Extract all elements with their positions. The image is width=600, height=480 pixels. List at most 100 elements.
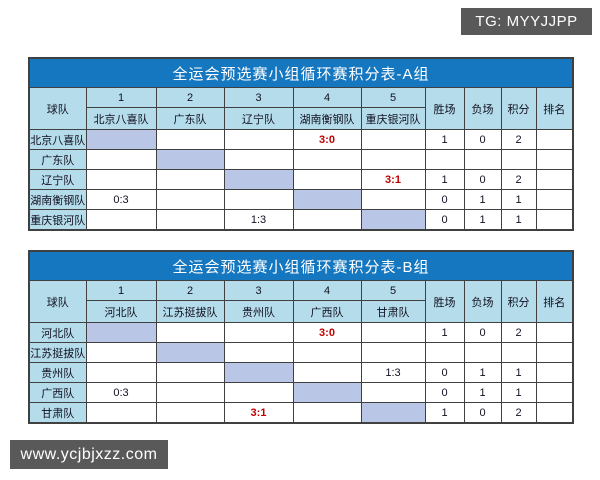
score-cell xyxy=(155,362,225,383)
opponent-number-header: 1 xyxy=(85,87,157,108)
rank-cell xyxy=(535,209,574,231)
diagonal-cell xyxy=(223,362,294,383)
wins-cell: 0 xyxy=(424,209,465,231)
score-cell xyxy=(155,209,225,231)
opponent-number-header: 4 xyxy=(292,87,362,108)
score-cell xyxy=(155,189,225,210)
score-cell xyxy=(155,382,225,403)
losses-column-header: 负场 xyxy=(463,280,502,323)
score-cell xyxy=(292,149,362,170)
table-row: 贵州队 1:3 0 1 1 xyxy=(28,362,574,383)
table-row: 河北队 3:0 1 0 2 xyxy=(28,322,574,343)
points-cell: 2 xyxy=(500,169,537,190)
score-cell xyxy=(85,362,157,383)
losses-cell: 0 xyxy=(463,322,502,343)
rank-cell xyxy=(535,342,574,363)
wins-cell: 0 xyxy=(424,382,465,403)
wins-column-header: 胜场 xyxy=(424,87,465,130)
losses-cell xyxy=(463,342,502,363)
table-title: 全运会预选赛小组循环赛积分表-B组 xyxy=(28,250,574,281)
wins-cell: 1 xyxy=(424,169,465,190)
table-row: 甘肃队 3:1 1 0 2 xyxy=(28,402,574,424)
losses-cell: 0 xyxy=(463,129,502,150)
points-cell: 2 xyxy=(500,402,537,424)
score-cell xyxy=(223,129,294,150)
team-cell: 贵州队 xyxy=(28,362,87,383)
rank-column-header: 排名 xyxy=(535,87,574,130)
diagonal-cell xyxy=(155,342,225,363)
table-title: 全运会预选赛小组循环赛积分表-A组 xyxy=(28,57,574,88)
opponent-number-header: 5 xyxy=(360,87,426,108)
points-cell xyxy=(500,342,537,363)
team-column-header: 球队 xyxy=(28,280,87,323)
tg-watermark-badge: TG: MYYJJPP xyxy=(461,8,592,35)
website-watermark-badge: www.ycjbjxzz.com xyxy=(10,440,168,469)
rank-cell xyxy=(535,322,574,343)
opponent-number-header: 2 xyxy=(155,87,225,108)
opponent-name-header: 贵州队 xyxy=(223,300,294,323)
score-cell xyxy=(292,169,362,190)
rank-cell xyxy=(535,362,574,383)
group-a-standings-table: 全运会预选赛小组循环赛积分表-A组 球队 1 2 3 4 5 胜场 负场 积分 排名 北京八喜队 广东队… xyxy=(28,57,575,231)
opponent-number-header: 3 xyxy=(223,87,294,108)
diagonal-cell xyxy=(360,209,426,231)
points-cell: 1 xyxy=(500,209,537,231)
score-cell xyxy=(155,169,225,190)
rank-cell xyxy=(535,129,574,150)
losses-cell: 1 xyxy=(463,189,502,210)
losses-cell xyxy=(463,149,502,170)
opponent-number-header: 1 xyxy=(85,280,157,301)
diagonal-cell xyxy=(292,382,362,403)
score-cell: 3:0 xyxy=(292,322,362,343)
losses-cell: 1 xyxy=(463,362,502,383)
team-cell: 北京八喜队 xyxy=(28,129,87,150)
rank-cell xyxy=(535,169,574,190)
opponent-name-header: 辽宁队 xyxy=(223,107,294,130)
rank-cell xyxy=(535,382,574,403)
score-cell xyxy=(223,322,294,343)
opponent-name-header: 河北队 xyxy=(85,300,157,323)
diagonal-cell xyxy=(292,189,362,210)
score-cell xyxy=(360,342,426,363)
team-cell: 重庆银河队 xyxy=(28,209,87,231)
opponent-number-header: 5 xyxy=(360,280,426,301)
score-cell: 0:3 xyxy=(85,382,157,403)
losses-cell: 1 xyxy=(463,209,502,231)
team-column-header: 球队 xyxy=(28,87,87,130)
rank-column-header: 排名 xyxy=(535,280,574,323)
score-cell: 3:0 xyxy=(292,129,362,150)
opponent-name-header: 广西队 xyxy=(292,300,362,323)
opponent-name-header: 广东队 xyxy=(155,107,225,130)
losses-cell: 1 xyxy=(463,382,502,403)
score-cell: 3:1 xyxy=(360,169,426,190)
score-cell xyxy=(85,402,157,424)
score-cell xyxy=(292,362,362,383)
points-cell xyxy=(500,149,537,170)
group-b-standings-table: 全运会预选赛小组循环赛积分表-B组 球队 1 2 3 4 5 胜场 负场 积分 排名 河北队 江苏挺拔队… xyxy=(28,250,575,424)
score-cell xyxy=(360,129,426,150)
score-cell xyxy=(155,129,225,150)
wins-cell: 1 xyxy=(424,322,465,343)
score-cell: 1:3 xyxy=(223,209,294,231)
opponent-number-header: 4 xyxy=(292,280,362,301)
table-row: 广东队 xyxy=(28,149,574,170)
team-cell: 甘肃队 xyxy=(28,402,87,424)
points-cell: 1 xyxy=(500,189,537,210)
table-row: 湖南衡钢队 0:3 0 1 1 xyxy=(28,189,574,210)
team-cell: 广西队 xyxy=(28,382,87,403)
opponent-name-header: 甘肃队 xyxy=(360,300,426,323)
table-row: 辽宁队 3:1 1 0 2 xyxy=(28,169,574,190)
team-cell: 江苏挺拔队 xyxy=(28,342,87,363)
score-cell xyxy=(85,169,157,190)
diagonal-cell xyxy=(85,129,157,150)
team-cell: 辽宁队 xyxy=(28,169,87,190)
diagonal-cell xyxy=(360,402,426,424)
score-cell xyxy=(292,342,362,363)
table-row: 北京八喜队 3:0 1 0 2 xyxy=(28,129,574,150)
score-cell xyxy=(292,402,362,424)
wins-cell xyxy=(424,149,465,170)
points-column-header: 积分 xyxy=(500,87,537,130)
score-cell xyxy=(292,209,362,231)
score-cell: 0:3 xyxy=(85,189,157,210)
